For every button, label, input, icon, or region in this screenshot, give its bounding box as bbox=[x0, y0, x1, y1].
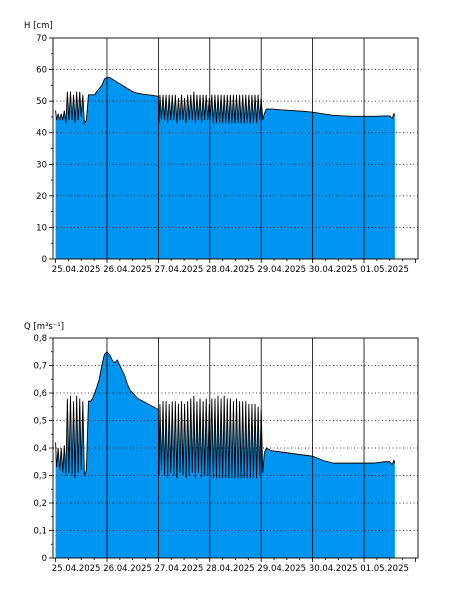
y-tick-label: 20 bbox=[36, 192, 47, 202]
y-tick-label: 40 bbox=[36, 129, 47, 139]
x-tick-label: 25.04.2025 bbox=[52, 564, 101, 574]
x-tick-label: 25.04.2025 bbox=[52, 265, 101, 275]
series-line bbox=[55, 77, 396, 125]
y-tick-label: 10 bbox=[36, 223, 47, 233]
discharge-chart: Q [m³s⁻¹] 0 0,1 0,2 0,3 0,4 0,5 0,6 0,7 0,8 25.04… bbox=[24, 322, 419, 574]
x-tick-label: 01.05.2025 bbox=[360, 564, 409, 574]
y-tick-label: 60 bbox=[36, 66, 47, 76]
y-tick-label: 0,3 bbox=[33, 472, 47, 482]
series-area bbox=[55, 77, 395, 260]
y-tick-label: 0,4 bbox=[33, 444, 47, 454]
y-tick-label: 50 bbox=[36, 97, 47, 107]
x-tick-label: 27.04.2025 bbox=[155, 265, 204, 275]
y-tick-label: 0 bbox=[42, 255, 47, 265]
x-tick-label: 27.04.2025 bbox=[155, 564, 204, 574]
x-tick-label: 29.04.2025 bbox=[257, 564, 306, 574]
x-tick-label: 30.04.2025 bbox=[309, 265, 358, 275]
y-tick-label: 0,8 bbox=[33, 334, 47, 344]
discharge-axis-title: Q [m³s⁻¹] bbox=[24, 322, 64, 332]
y-tick-label: 0,2 bbox=[33, 499, 47, 509]
y-tick-label: 0,1 bbox=[33, 527, 47, 537]
series-line bbox=[55, 351, 396, 479]
x-tick-label: 28.04.2025 bbox=[206, 265, 255, 275]
y-tick-label: 70 bbox=[36, 34, 47, 44]
x-tick-label: 29.04.2025 bbox=[257, 265, 306, 275]
y-tick-label: 0,6 bbox=[33, 389, 47, 399]
water-level-chart: H [cm] 0 10 20 30 40 50 60 70 25.04.2025 26.04.20… bbox=[24, 21, 419, 275]
y-tick-label: 30 bbox=[36, 160, 47, 170]
x-tick-label: 26.04.2025 bbox=[103, 265, 152, 275]
x-tick-label: 28.04.2025 bbox=[206, 564, 255, 574]
x-tick-label: 26.04.2025 bbox=[103, 564, 152, 574]
x-tick-label: 01.05.2025 bbox=[360, 265, 409, 275]
y-tick-label: 0,7 bbox=[33, 362, 47, 372]
water-level-axis-title: H [cm] bbox=[24, 21, 53, 31]
x-tick-label: 30.04.2025 bbox=[309, 564, 358, 574]
y-tick-label: 0 bbox=[42, 554, 47, 564]
y-tick-label: 0,5 bbox=[33, 417, 47, 427]
